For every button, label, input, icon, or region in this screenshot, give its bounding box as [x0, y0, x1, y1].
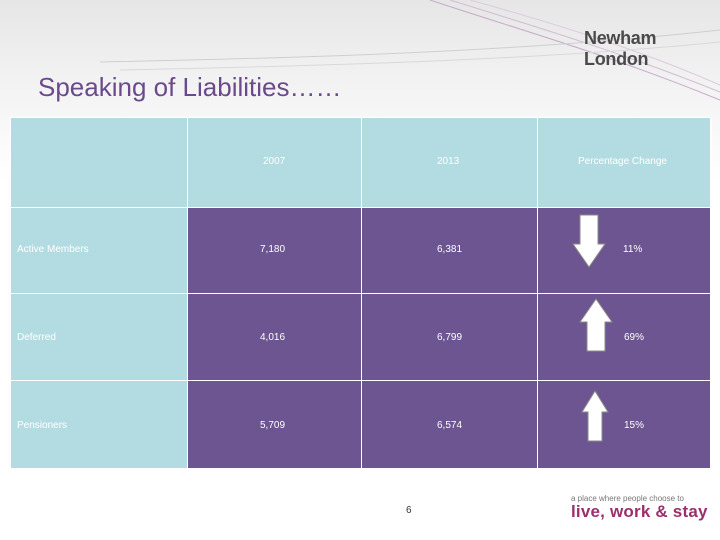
arrow-up-icon — [579, 298, 613, 352]
cell-value: 6,574 — [437, 420, 463, 431]
cell-value: 6,381 — [437, 244, 463, 255]
table-row-label-active-members: Active Members — [11, 208, 188, 294]
header-percentage-change-label: Percentage Change — [578, 156, 667, 167]
table-header-2007: 2007 — [188, 118, 362, 208]
footer-slogan: live, work & stay — [571, 502, 708, 521]
slide-title: Speaking of Liabilities…… — [38, 72, 342, 102]
cell-value: 5,709 — [260, 420, 286, 431]
arrow-up-icon — [581, 390, 609, 442]
row-label: Active Members — [17, 244, 89, 255]
cell-pensioners-change: 15% — [538, 381, 711, 469]
cell-deferred-2013: 6,799 — [362, 294, 538, 381]
cell-deferred-2007: 4,016 — [188, 294, 362, 381]
table-header-2013: 2013 — [362, 118, 538, 208]
footer-tagline: a place where people choose to — [571, 494, 684, 503]
arrow-down-icon — [572, 214, 606, 268]
table-row-label-deferred: Deferred — [11, 294, 188, 381]
change-value: 11% — [623, 244, 643, 255]
cell-active-2013: 6,381 — [362, 208, 538, 294]
cell-value: 4,016 — [260, 332, 286, 343]
cell-pensioners-2013: 6,574 — [362, 381, 538, 469]
cell-active-change: 11% — [538, 208, 711, 294]
liabilities-table: 2007 2013 Percentage Change Active Membe… — [10, 117, 712, 470]
table-row-label-pensioners: Pensioners — [11, 381, 188, 469]
newham-london-logo: Newham London — [584, 28, 657, 69]
table-header-corner — [11, 118, 188, 208]
change-value: 15% — [624, 420, 645, 431]
row-label: Pensioners — [17, 420, 68, 431]
cell-value: 6,799 — [437, 332, 463, 343]
cell-value: 7,180 — [260, 244, 286, 255]
cell-pensioners-2007: 5,709 — [188, 381, 362, 469]
cell-active-2007: 7,180 — [188, 208, 362, 294]
page-number: 6 — [406, 505, 412, 516]
table-header-percentage-change: Percentage Change — [538, 118, 711, 208]
cell-deferred-change: 69% — [538, 294, 711, 381]
change-value: 69% — [624, 332, 645, 343]
decorative-swoosh — [99, 0, 720, 101]
header-2007-label: 2007 — [263, 156, 286, 167]
row-label: Deferred — [17, 332, 56, 343]
header-2013-label: 2013 — [437, 156, 460, 167]
